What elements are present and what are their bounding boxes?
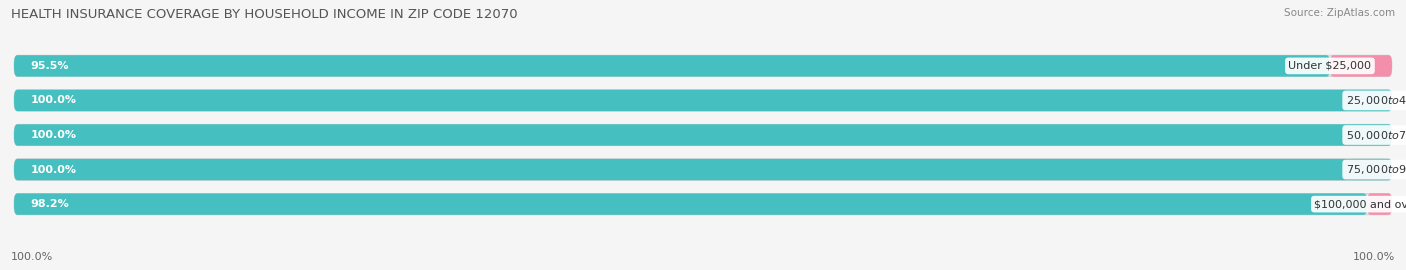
- Text: 100.0%: 100.0%: [11, 252, 53, 262]
- FancyBboxPatch shape: [14, 159, 1392, 180]
- Text: $75,000 to $99,999: $75,000 to $99,999: [1346, 163, 1406, 176]
- FancyBboxPatch shape: [1330, 55, 1392, 77]
- FancyBboxPatch shape: [14, 124, 1392, 146]
- Text: 100.0%: 100.0%: [31, 130, 76, 140]
- Text: $25,000 to $49,999: $25,000 to $49,999: [1346, 94, 1406, 107]
- Text: Under $25,000: Under $25,000: [1288, 61, 1371, 71]
- Text: 100.0%: 100.0%: [31, 95, 76, 106]
- FancyBboxPatch shape: [14, 55, 1330, 77]
- FancyBboxPatch shape: [14, 159, 1392, 180]
- Text: Source: ZipAtlas.com: Source: ZipAtlas.com: [1284, 8, 1395, 18]
- Text: 98.2%: 98.2%: [31, 199, 69, 209]
- FancyBboxPatch shape: [14, 90, 1392, 111]
- Text: 95.5%: 95.5%: [31, 61, 69, 71]
- FancyBboxPatch shape: [1367, 193, 1392, 215]
- FancyBboxPatch shape: [14, 124, 1392, 146]
- FancyBboxPatch shape: [14, 55, 1392, 77]
- Text: $50,000 to $74,999: $50,000 to $74,999: [1346, 129, 1406, 141]
- FancyBboxPatch shape: [14, 193, 1392, 215]
- Text: 100.0%: 100.0%: [31, 164, 76, 175]
- Text: $100,000 and over: $100,000 and over: [1315, 199, 1406, 209]
- FancyBboxPatch shape: [14, 90, 1392, 111]
- Text: HEALTH INSURANCE COVERAGE BY HOUSEHOLD INCOME IN ZIP CODE 12070: HEALTH INSURANCE COVERAGE BY HOUSEHOLD I…: [11, 8, 517, 21]
- FancyBboxPatch shape: [14, 193, 1367, 215]
- Text: 100.0%: 100.0%: [1353, 252, 1395, 262]
